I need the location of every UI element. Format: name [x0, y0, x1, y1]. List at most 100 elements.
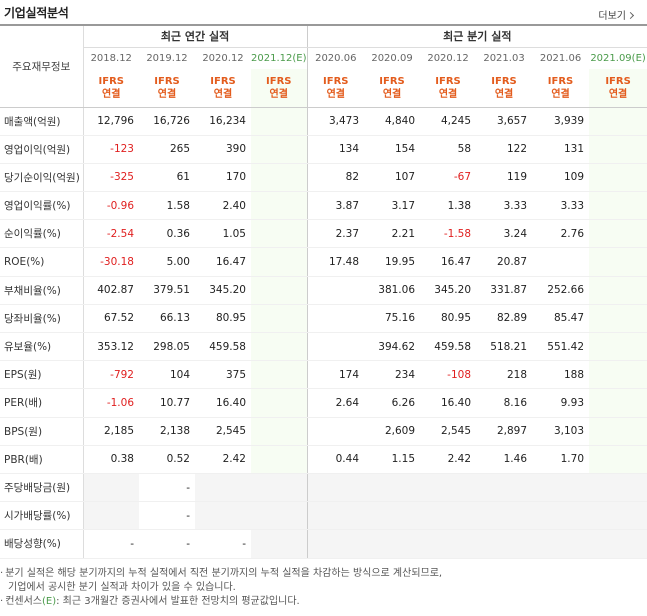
- row-label: 배당성향(%): [0, 529, 84, 559]
- table-cell: -30.18: [83, 247, 139, 277]
- period-header: 2020.06: [306, 47, 365, 69]
- table-cell: 75.16: [364, 304, 421, 334]
- table-cell: [83, 473, 139, 503]
- table-cell: [251, 219, 308, 249]
- table-cell: 459.58: [420, 332, 477, 362]
- period-header: 2020.12: [202, 52, 244, 64]
- table-cell: [589, 276, 647, 305]
- table-cell: 107: [364, 163, 421, 193]
- row-label: 주당배당금(원): [0, 473, 84, 503]
- ifrs-header: IFRS 연결: [476, 69, 533, 108]
- table-cell: [251, 388, 308, 418]
- table-cell: [306, 417, 365, 446]
- table-cell: [251, 107, 308, 136]
- table-cell: -: [139, 501, 195, 531]
- table-cell: -325: [83, 163, 139, 193]
- table-cell: [251, 247, 308, 277]
- table-cell: 104: [139, 360, 195, 390]
- period-header: 2021.09(E): [590, 52, 646, 64]
- row-label: PER(배): [0, 388, 84, 418]
- table-row: 매출액(억원) 12,796 16,726 16,234 3,473 4,840 4,245…: [0, 107, 647, 136]
- table-cell: [364, 501, 421, 531]
- table-row: PER(배) -1.06 10.77 16.40 2.64 6.26 16.40 8.16 9.…: [0, 388, 647, 418]
- table-cell: [420, 473, 477, 503]
- table-cell: -67: [420, 163, 477, 193]
- table-cell: [251, 135, 308, 164]
- table-cell: -792: [83, 360, 139, 390]
- row-label: BPS(원): [0, 417, 84, 446]
- ifrs-header: IFRS 연결: [195, 69, 251, 108]
- table-cell: 16.47: [420, 247, 477, 277]
- table-cell: -: [195, 529, 251, 559]
- table-cell: [589, 219, 647, 249]
- table-cell: 4,245: [420, 107, 477, 136]
- table-cell: [532, 529, 590, 559]
- table-cell: 134: [306, 135, 365, 164]
- table-row: EPS(원) -792 104 375 174 234 -108 218 188: [0, 360, 647, 390]
- table-cell: 234: [364, 360, 421, 390]
- table-cell: [589, 417, 647, 446]
- table-cell: [476, 501, 533, 531]
- table-cell: 2.42: [420, 445, 477, 474]
- more-link[interactable]: 더보기: [598, 7, 635, 22]
- table-cell: -123: [83, 135, 139, 164]
- table-cell: [364, 529, 421, 559]
- row-label: 유보율(%): [0, 332, 84, 362]
- note-1-cont: 기업에서 공시한 분기 실적과 차이가 있을 수 있습니다.: [8, 582, 236, 593]
- table-cell: 67.52: [83, 304, 139, 334]
- ifrs-header: IFRS 연결: [306, 69, 365, 108]
- table-cell: 1.38: [420, 191, 477, 221]
- row-label: 영업이익(억원): [0, 135, 84, 164]
- table-row: 순이익률(%) -2.54 0.36 1.05 2.37 2.21 -1.58 3.24 2.7…: [0, 219, 647, 249]
- table-cell: 2,545: [420, 417, 477, 446]
- row-label: EPS(원): [0, 360, 84, 390]
- table-row: 배당성향(%) - - -: [0, 529, 647, 559]
- table-cell: [420, 501, 477, 531]
- table-cell: 252.66: [532, 276, 590, 305]
- table-cell: 345.20: [195, 276, 251, 305]
- table-cell: 459.58: [195, 332, 251, 362]
- table-cell: 1.05: [195, 219, 251, 249]
- table-cell: [420, 529, 477, 559]
- table-cell: 4,840: [364, 107, 421, 136]
- table-cell: 2.21: [364, 219, 421, 249]
- table-cell: 20.87: [476, 247, 533, 277]
- ifrs-header: IFRS 연결: [364, 69, 421, 108]
- table-cell: 3.24: [476, 219, 533, 249]
- section-title: 기업실적분석: [4, 6, 69, 20]
- table-cell: [589, 163, 647, 193]
- table-cell: -1.58: [420, 219, 477, 249]
- table-cell: [589, 473, 647, 503]
- table-cell: 1.70: [532, 445, 590, 474]
- period-header: 2020.12: [427, 52, 469, 64]
- table-row: 당좌비율(%) 67.52 66.13 80.95 75.16 80.95 82.89 85.…: [0, 304, 647, 334]
- table-cell: [589, 445, 647, 474]
- table-cell: 80.95: [195, 304, 251, 334]
- table-cell: [251, 304, 308, 334]
- table-row: 주당배당금(원) -: [0, 473, 647, 503]
- table-cell: 2,185: [83, 417, 139, 446]
- table-cell: [589, 360, 647, 390]
- row-label: ROE(%): [0, 247, 84, 277]
- table-cell: 1.15: [364, 445, 421, 474]
- table-cell: [476, 473, 533, 503]
- table-cell: [195, 473, 251, 503]
- ifrs-header: IFRS 연결: [532, 69, 590, 108]
- table-cell: 1.58: [139, 191, 195, 221]
- table-cell: [251, 529, 308, 559]
- table-cell: 518.21: [476, 332, 533, 362]
- ifrs-header: IFRS 연결: [139, 69, 195, 108]
- ifrs-header: IFRS 연결: [420, 69, 477, 108]
- table-cell: 2.64: [306, 388, 365, 418]
- table-cell: 218: [476, 360, 533, 390]
- table-cell: [306, 304, 365, 334]
- note-1: · 분기 실적은 해당 분기까지의 누적 실적에서 직전 분기까지의 누적 실적을…: [0, 568, 443, 579]
- table-row: ROE(%) -30.18 5.00 16.47 17.48 19.95 16.47 20.8…: [0, 247, 647, 277]
- table-cell: [306, 276, 365, 305]
- table-cell: 16.40: [195, 388, 251, 418]
- table-cell: 3,657: [476, 107, 533, 136]
- table-cell: -0.96: [83, 191, 139, 221]
- table-cell: 3.33: [532, 191, 590, 221]
- table-cell: [589, 107, 647, 136]
- table-cell: -108: [420, 360, 477, 390]
